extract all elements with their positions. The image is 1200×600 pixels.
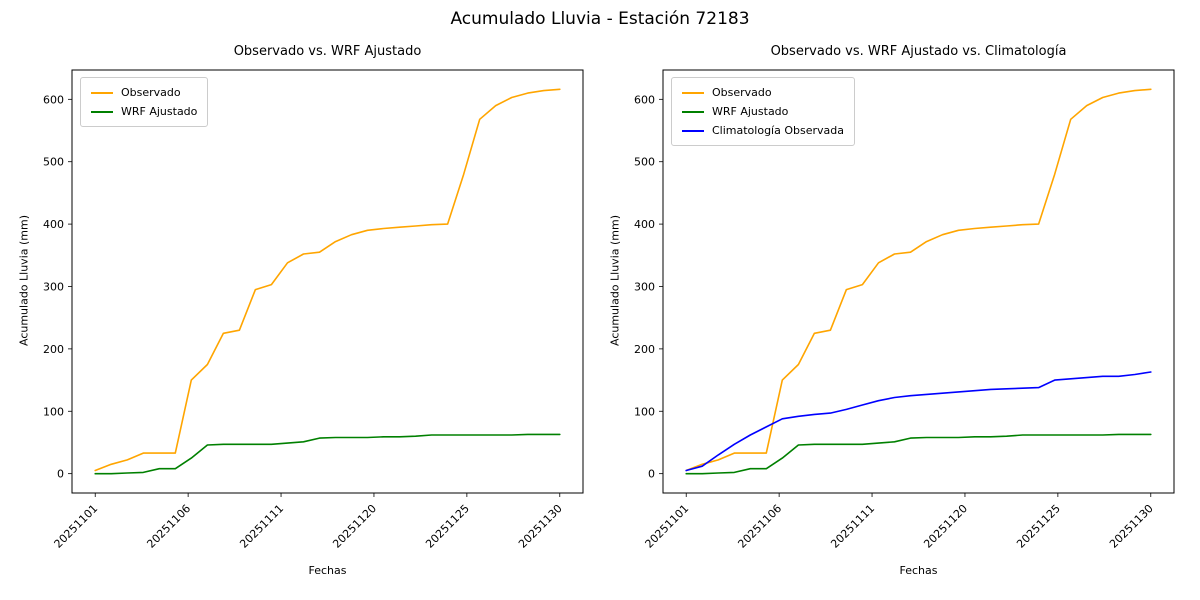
y-tick-label: 400 [634,218,655,231]
x-tick-label: 20251106 [735,502,784,551]
legend-item: Observado [682,83,844,102]
y-tick-label: 300 [634,280,655,293]
y-tick-label: 400 [43,218,64,231]
legend-label: Observado [121,86,181,99]
y-tick-label: 0 [648,468,655,481]
series-line-climatolog-a-observada [685,371,1152,472]
legend-swatch [682,91,704,94]
subplot-1-x-axis-label: Fechas [308,564,347,577]
x-tick-label: 20251125 [423,502,472,551]
series-line-observado [94,88,561,472]
y-tick-label: 600 [634,93,655,106]
legend-label: Observado [712,86,772,99]
y-tick-label: 500 [43,156,64,169]
figure-title: Acumulado Lluvia - Estación 72183 [450,9,750,29]
y-tick-label: 500 [634,156,655,169]
legend-item: WRF Ajustado [91,102,197,121]
legend-item: WRF Ajustado [682,102,844,121]
subplot-2-legend: Observado WRF Ajustado Climatología Observ… [671,77,855,146]
x-tick-label: 20251130 [1107,502,1156,551]
subplot-1-title: Observado vs. WRF Ajustado [233,44,422,59]
legend-label: WRF Ajustado [121,105,198,118]
y-tick-label: 200 [43,343,64,356]
subplot-2-title: Observado vs. WRF Ajustado vs. Climatolo… [770,44,1067,59]
subplot-2-x-axis-label: Fechas [899,564,938,577]
y-tick-label: 200 [634,343,655,356]
y-tick-label: 600 [43,93,64,106]
x-tick-label: 20251101 [643,502,692,551]
legend-swatch [682,110,704,113]
series-line-observado [685,88,1152,472]
y-tick-label: 300 [43,280,64,293]
y-tick-label: 100 [634,405,655,418]
x-tick-label: 20251120 [330,502,379,551]
legend-label: Climatología Observada [712,124,844,137]
legend-item: Observado [91,83,197,102]
x-tick-label: 20251111 [237,502,286,551]
x-tick-label: 20251111 [828,502,877,551]
x-tick-label: 20251130 [516,502,565,551]
x-tick-label: 20251120 [921,502,970,551]
legend-swatch [91,110,113,113]
series-line-wrf-ajustado [94,433,561,475]
x-tick-label: 20251125 [1014,502,1063,551]
x-tick-label: 20251101 [52,502,101,551]
axes-box [662,69,1175,494]
legend-label: WRF Ajustado [712,105,789,118]
series-line-wrf-ajustado [685,433,1152,475]
legend-swatch [682,129,704,132]
subplot-1-legend: Observado WRF Ajustado [80,77,209,127]
x-tick-label: 20251106 [144,502,193,551]
y-tick-label: 100 [43,405,64,418]
axes-box [71,69,584,494]
y-tick-label: 0 [57,468,64,481]
legend-item: Climatología Observada [682,121,844,140]
legend-swatch [91,91,113,94]
